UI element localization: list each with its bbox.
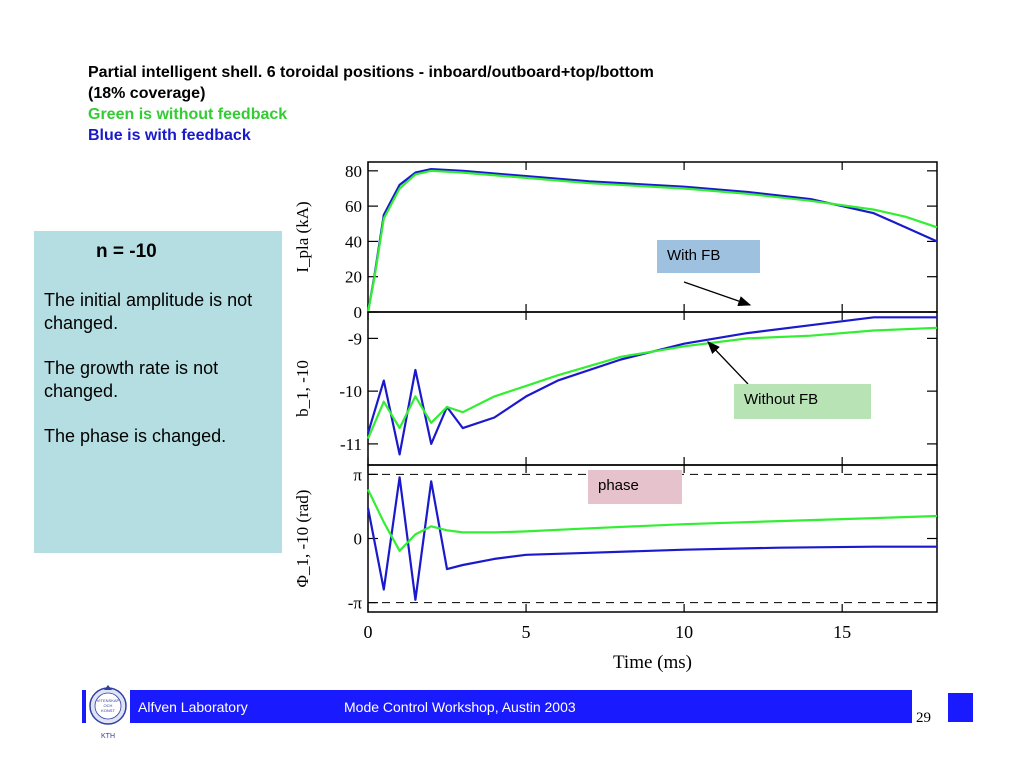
phase-label: phase	[588, 470, 682, 504]
ylabel-2: Φ_1, -10 (rad)	[293, 490, 312, 588]
summary-item-phase: The phase is changed.	[44, 426, 227, 446]
series-line-0-1	[366, 169, 938, 313]
logo-text-3: KONST	[101, 708, 115, 713]
with-fb-label: With FB	[657, 240, 760, 273]
summary-box: n = -10 The initial amplitude is not cha…	[34, 231, 282, 553]
ytick-label-2-1: 0	[354, 530, 363, 549]
xtick-label-0: 0	[364, 622, 373, 642]
footer-lab: Alfven Laboratory	[138, 699, 248, 715]
ylabel-1: b_1, -10	[293, 360, 312, 417]
ytick-label-1-0: -11	[340, 435, 362, 454]
without-fb-arrow	[707, 341, 749, 385]
footer-bar: Alfven Laboratory Mode Control Workshop,…	[82, 690, 912, 723]
summary-item-growth: The growth rate is not changed.	[44, 358, 219, 401]
summary-item-amplitude: The initial amplitude is not changed.	[44, 290, 253, 333]
title-blue-legend: Blue is with feedback	[88, 127, 251, 144]
title-line-1: Partial intelligent shell. 6 toroidal po…	[88, 64, 654, 81]
logo-text-kth: KTH	[101, 733, 115, 740]
ytick-label-0-1: 20	[345, 268, 362, 287]
corner-square	[948, 693, 973, 722]
with-fb-arrow	[683, 281, 752, 307]
logo-text-2: OCH	[104, 703, 113, 708]
mode-heading: n = -10	[96, 241, 157, 262]
title-line-2: (18% coverage)	[88, 85, 206, 102]
slide-title: Partial intelligent shell. 6 toroidal po…	[88, 62, 848, 146]
kth-logo-icon: VITENSKAP OCH KONST KTH	[86, 680, 130, 744]
ylabel-0: I_pla (kA)	[293, 201, 312, 272]
ytick-label-0-4: 80	[345, 162, 362, 181]
series-line-1-1	[366, 326, 938, 440]
xlabel: Time (ms)	[613, 652, 692, 673]
ytick-label-1-2: -9	[348, 329, 362, 348]
series-line-0-0	[366, 168, 938, 313]
ytick-label-1-1: -10	[339, 382, 362, 401]
footer-workshop: Mode Control Workshop, Austin 2003	[344, 699, 576, 715]
series-line-2-0	[366, 476, 937, 601]
without-fb-label: Without FB	[734, 384, 871, 419]
ytick-label-0-0: 0	[354, 303, 363, 322]
logo-text-1: VITENSKAP	[97, 698, 120, 703]
ytick-label-0-2: 40	[345, 232, 362, 251]
page-number: 29	[916, 710, 931, 726]
title-green-legend: Green is without feedback	[88, 106, 288, 123]
xtick-label-1: 5	[522, 622, 531, 642]
ytick-label-2-2: π	[353, 465, 362, 484]
ytick-label-0-3: 60	[345, 197, 362, 216]
xtick-label-2: 10	[675, 622, 693, 642]
series-line-2-1	[367, 489, 938, 552]
xtick-label-3: 15	[833, 622, 851, 642]
ytick-label-2-0: -π	[348, 594, 363, 613]
